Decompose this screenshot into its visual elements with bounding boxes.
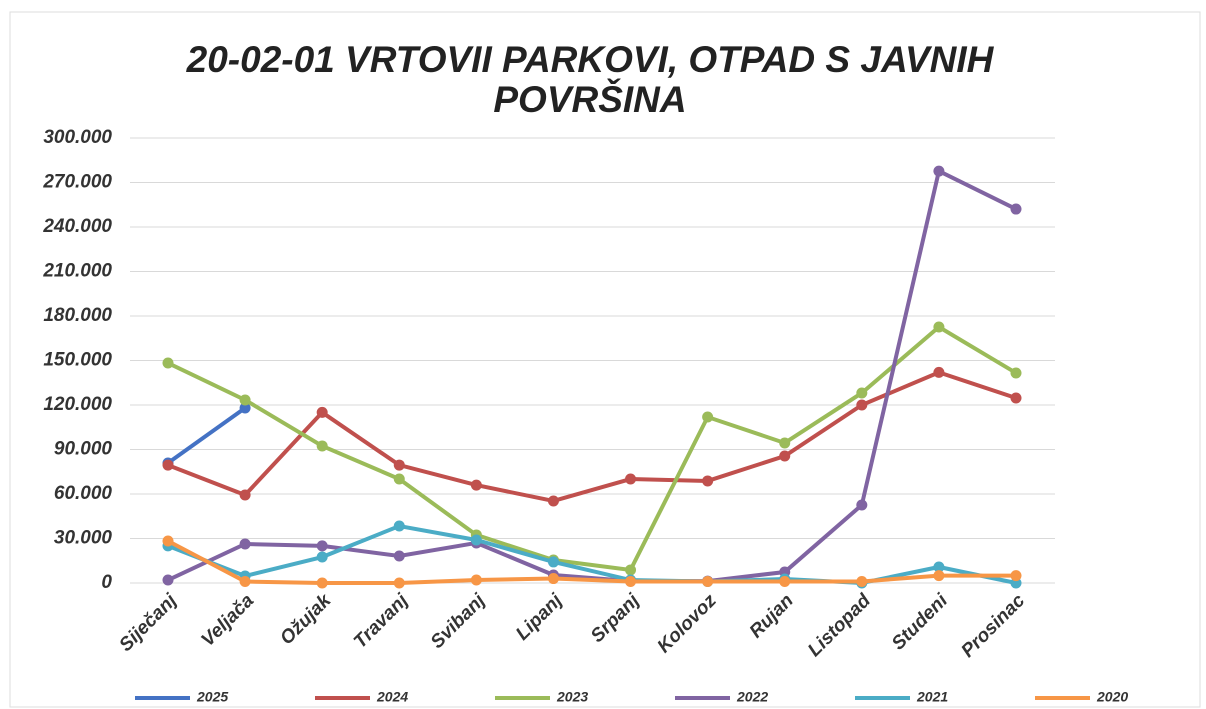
data-point [316,440,328,452]
legend-label: 2023 [556,689,588,705]
data-point [393,577,405,589]
data-point [933,570,945,582]
data-point [239,394,251,406]
data-point [779,576,791,588]
data-point [470,479,482,491]
data-point [1010,570,1022,582]
data-point [856,499,868,511]
data-point [547,556,559,568]
x-tick-label: Veljača [198,590,259,651]
data-point [239,576,251,588]
x-tick-label: Lipanj [512,590,567,645]
y-tick-label: 0 [101,572,112,593]
x-tick-label: Studeni [888,590,953,655]
chart-title: 20-02-01 VRTOVII PARKOVI, OTPAD S JAVNIH… [186,39,994,120]
data-point [162,535,174,547]
y-tick-label: 60.000 [54,483,113,504]
x-tick-label: Srpanj [587,590,644,647]
data-point [316,406,328,418]
data-point [547,573,559,585]
series-line [167,168,1017,584]
x-tick-label: Prosinac [957,590,1029,662]
legend-label: 2022 [736,689,768,705]
data-point [393,473,405,485]
data-point [162,357,174,369]
data-point [316,577,328,589]
data-point [779,437,791,449]
x-tick-label: Siječanj [115,590,181,656]
y-tick-label: 30.000 [54,528,113,549]
data-point [625,564,637,576]
data-point [239,402,251,414]
data-point [702,475,714,487]
data-point [547,495,559,507]
data-point [393,520,405,532]
x-tick-label: Kolovoz [654,590,721,657]
data-point [933,165,945,177]
legend-label: 2020 [1096,689,1128,705]
data-point [316,540,328,552]
data-point [702,411,714,423]
data-point [162,459,174,471]
y-tick-label: 300.000 [43,127,112,148]
legend-label: 2021 [916,689,948,705]
data-point [933,321,945,333]
y-tick-label: 180.000 [43,305,112,326]
data-point [316,551,328,563]
y-tick-label: 120.000 [43,394,112,415]
x-tick-label: Ožujak [276,589,336,649]
series-line [167,324,1018,573]
data-point [239,489,251,501]
frame [9,11,1201,708]
data-point [933,561,945,573]
data-point [856,399,868,411]
x-tick-label: Travanj [350,590,413,653]
legend-label: 2024 [376,689,408,705]
series-line [167,523,1017,586]
x-tick-label: Rujan [746,590,798,642]
data-point [393,550,405,562]
data-point [470,574,482,586]
data-point [625,576,637,588]
data-point [1010,203,1022,215]
x-tick-label: Svibanj [427,590,490,653]
y-tick-label: 90.000 [54,439,113,460]
data-point [393,459,405,471]
x-tick-label: Listopad [804,590,875,661]
y-tick-label: 240.000 [42,216,112,237]
y-tick-label: 210.000 [42,261,112,282]
data-point [856,576,868,588]
data-point [933,366,945,378]
data-point [625,473,637,485]
series-line [167,539,1016,585]
data-point [856,387,868,399]
y-tick-label: 270.000 [42,172,112,193]
y-tick-label: 150.000 [43,350,112,371]
data-point [470,534,482,546]
legend-label: 2025 [196,689,228,705]
series-line [166,406,247,465]
series-line [167,370,1017,504]
data-point [1010,367,1022,379]
data-point [702,576,714,588]
data-point [1010,392,1022,404]
data-point [239,538,251,550]
data-point [779,450,791,462]
data-point [162,574,174,586]
